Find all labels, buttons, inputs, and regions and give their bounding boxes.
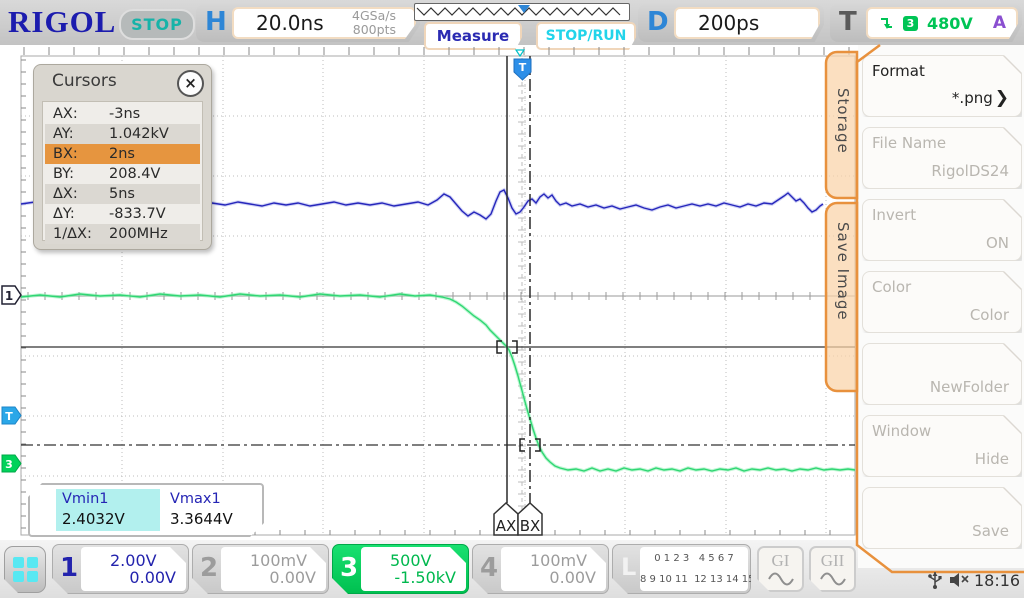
ch1-position-marker[interactable] — [1, 285, 22, 305]
sidebar-menu-panel: Format *.png ❯ File Name RigolDS24 Invert… — [858, 45, 1024, 568]
menu-item-invert[interactable]: Invert ON — [862, 199, 1022, 261]
cursor-bx-flag-label: BX — [520, 517, 541, 535]
menu-item-new-folder[interactable]: NewFolder — [862, 343, 1022, 405]
trigger-position-marker-label: T — [519, 61, 527, 74]
channel-1-button[interactable]: 1 2.00V 0.00V — [52, 544, 189, 594]
rigol-logo: RIGOL — [8, 4, 117, 39]
sine-wave-icon — [766, 572, 796, 586]
main-menu-button[interactable] — [4, 546, 46, 593]
trigger-block[interactable]: T 3 480V A — [830, 4, 1022, 42]
channel-2-offset: 0.00V — [269, 568, 316, 587]
horizontal-timebase-block[interactable]: H 20.0ns 4GSa/s 800pts — [196, 4, 420, 42]
generator-1-button[interactable]: GI — [757, 546, 804, 592]
channel-3-scale: 500V — [390, 551, 432, 570]
h-label: H — [205, 7, 227, 37]
trigger-pos-outline-icon — [514, 49, 526, 58]
digital-label: L — [621, 553, 637, 581]
sine-wave-icon — [818, 572, 848, 586]
channel-3-offset: -1.50kV — [394, 568, 456, 587]
ax-ay-intersection-marker — [496, 340, 518, 354]
menu-item-window[interactable]: Window Hide — [862, 415, 1022, 477]
ch3-position-marker[interactable] — [1, 454, 22, 473]
clock: 18:16 — [974, 571, 1021, 590]
stop-run-button[interactable]: STOP/RUN — [536, 22, 636, 50]
top-bar: RIGOL STOP H 20.0ns 4GSa/s 800pts Measur… — [0, 0, 1024, 50]
menu-item-save[interactable]: Save — [862, 487, 1022, 549]
ch3-position-marker-label: 3 — [5, 458, 13, 471]
run-state-badge: STOP — [119, 9, 195, 40]
measurement-vmin[interactable]: Vmin1 2.4032V — [56, 489, 160, 531]
generator-2-button[interactable]: GII — [809, 546, 856, 592]
cursor-row-inv-dx: 1/ΔX: 200MHz — [45, 224, 200, 244]
channel-3-number: 3 — [340, 553, 359, 583]
usb-icon — [928, 572, 942, 589]
channel-1-scale: 2.00V — [110, 551, 157, 570]
menu-grid-icon — [13, 557, 38, 582]
d-label: D — [647, 7, 669, 37]
trigger-sweep-mode: A — [992, 13, 1006, 33]
channel-4-scale: 100mV — [530, 551, 588, 570]
memory-position-bar[interactable] — [414, 3, 630, 21]
cursor-row-dx: ΔX: 5ns — [45, 184, 200, 204]
measure-button[interactable]: Measure — [424, 22, 522, 50]
channel-1-number: 1 — [60, 553, 79, 583]
channel-3-button[interactable]: 3 500V -1.50kV — [332, 544, 469, 594]
timebase-value: 20.0ns — [256, 11, 324, 35]
ch3-trace — [20, 293, 856, 472]
measurement-panel[interactable]: Vmin1 2.4032V Vmax1 3.3644V — [28, 483, 264, 537]
channel-1-offset: 0.00V — [129, 568, 176, 587]
speaker-muted-icon — [950, 573, 969, 587]
digital-row-0-7: 0 1 2 3 4 5 6 7 — [654, 553, 734, 564]
submenu-arrow-icon: ❯ — [994, 88, 1009, 108]
trigger-position-marker[interactable] — [513, 58, 532, 81]
sample-rate: 4GSa/s 800pts — [352, 7, 396, 37]
bx-by-intersection-marker — [519, 438, 541, 452]
digital-channels-button[interactable]: L 0 1 2 3 4 5 6 7 8 9 10 11 12 13 14 15 — [612, 544, 751, 594]
channel-2-button[interactable]: 2 100mV 0.00V — [192, 544, 329, 594]
menu-item-format[interactable]: Format *.png ❯ — [862, 55, 1022, 117]
channel-4-offset: 0.00V — [549, 568, 596, 587]
generator-1-label: GI — [771, 551, 790, 570]
delay-block[interactable]: D 200ps — [638, 4, 824, 42]
measurement-vmax[interactable]: Vmax1 3.3644V — [170, 491, 233, 528]
cursors-panel[interactable]: Cursors × AX: -3ns AY: 1.042kV BX: 2ns BY: 2… — [33, 64, 212, 250]
cursor-ax-flag-label: AX — [496, 517, 517, 535]
falling-edge-icon — [881, 17, 892, 29]
trigger-level-marker[interactable] — [1, 406, 22, 425]
left-ruler-ticks — [21, 59, 26, 529]
channel-2-number: 2 — [200, 553, 219, 583]
cursor-row-ax: AX: -3ns — [53, 106, 141, 122]
channel-4-button[interactable]: 4 100mV 0.00V — [472, 544, 609, 594]
menu-item-color[interactable]: Color Color — [862, 271, 1022, 333]
channel-4-number: 4 — [480, 553, 499, 583]
ch1-trace — [20, 189, 824, 220]
ch1-position-marker-label: 1 — [5, 289, 13, 303]
cursor-row-bx-selected[interactable]: BX: 2ns — [45, 144, 200, 164]
trigger-level-value: 480V — [927, 13, 973, 33]
cursors-panel-title: Cursors — [52, 71, 117, 91]
trigger-level-marker-label: T — [5, 410, 13, 423]
trigger-source-badge: 3 — [903, 15, 918, 31]
t-label: T — [839, 7, 857, 37]
delay-value: 200ps — [698, 11, 760, 35]
digital-row-8-15: 8 9 10 11 12 13 14 15 — [640, 574, 755, 585]
sidebar-tab-save-image[interactable]: Save Image — [834, 222, 852, 321]
channel-2-scale: 100mV — [250, 551, 308, 570]
sidebar-tab-storage[interactable]: Storage — [834, 88, 852, 154]
cursor-row-by: BY: 208.4V — [53, 166, 161, 182]
cursor-row-ay: AY: 1.042kV — [45, 124, 200, 144]
cursors-readout-list: AX: -3ns AY: 1.042kV BX: 2ns BY: 208.4V ΔX: 5… — [42, 101, 203, 244]
generator-2-label: GII — [820, 551, 845, 570]
cursor-row-dy: ΔY: -833.7V — [53, 206, 166, 222]
cursor-bx-flag[interactable] — [517, 501, 543, 536]
memory-trigger-marker[interactable] — [518, 5, 530, 13]
menu-item-file-name[interactable]: File Name RigolDS24 — [862, 127, 1022, 189]
top-ruler-ticks — [23, 47, 850, 55]
close-icon[interactable]: × — [177, 70, 204, 97]
